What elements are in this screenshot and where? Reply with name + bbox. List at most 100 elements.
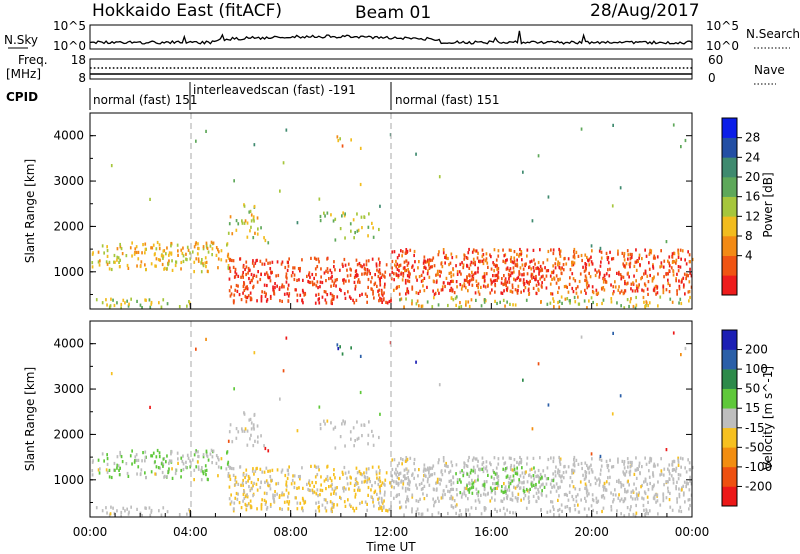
radar-cell [226,254,229,258]
radar-cell [565,492,567,496]
radar-cell [535,491,538,495]
radar-cell [610,283,612,287]
radar-cell [511,283,514,287]
radar-cell [437,511,440,515]
radar-cell [144,247,147,251]
radar-cell [243,496,246,500]
radar-cell [514,471,517,475]
radar-cell [367,277,370,282]
radar-cell [645,462,648,466]
radar-cell [108,267,111,271]
radar-cell [166,510,169,514]
radar-cell [434,499,437,503]
radar-cell [353,483,356,487]
radar-cell [162,457,165,461]
radar-cell [372,443,375,447]
radar-cell [235,427,238,431]
radar-cell [394,471,396,475]
radar-cell [644,269,647,273]
radar-cell [555,465,557,469]
radar-cell [662,493,665,497]
radar-cell [321,295,324,299]
radar-cell [396,285,399,289]
radar-cell [607,464,610,468]
radar-cell [429,473,432,477]
radar-cell [640,277,642,281]
radar-cell [245,265,248,269]
radar-cell [263,491,266,495]
radar-cell [493,456,496,460]
radar-cell [359,354,362,358]
radar-cell [394,263,396,267]
radar-cell [468,304,471,309]
radar-cell [450,496,453,500]
radar-cell [320,275,322,279]
radar-cell [590,468,593,472]
radar-cell [311,280,314,284]
radar-cell [483,486,486,490]
radar-cell [379,204,381,208]
radar-cell [644,479,647,483]
radar-cell [189,465,192,469]
radar-cell [91,261,94,265]
radar-cell [638,283,640,287]
radar-cell [200,469,202,473]
radar-cell [504,485,507,489]
radar-cell [228,474,231,478]
radar-cell [643,490,646,494]
radar-cell [353,236,355,240]
radar-cell [250,433,252,437]
radar-cell [677,269,680,273]
radar-cell [324,498,327,502]
radar-cell [509,482,512,486]
radar-cell [662,473,665,477]
radar-cell [308,481,310,485]
radar-cell [333,260,335,264]
radar-cell [230,285,232,289]
radar-cell [355,466,358,470]
radar-cell [156,240,159,245]
radar-cell [350,437,352,441]
radar-cell [489,291,492,295]
radar-cell [440,470,443,474]
radar-cell [378,268,381,272]
radar-cell [633,472,636,476]
radar-cell [542,482,544,486]
radar-cell [248,268,250,273]
radar-cell [426,480,429,484]
radar-cell [148,506,151,510]
radar-cell [114,468,116,472]
radar-cell [260,226,262,230]
radar-cell [546,466,549,470]
radar-cell [396,256,399,260]
radar-cell [275,274,277,278]
radar-cell [303,293,306,297]
radar-cell [681,488,683,492]
radar-cell [641,483,643,488]
radar-cell [588,284,590,288]
radar-cell [537,474,539,479]
radar-cell [623,472,626,476]
radar-cell [269,469,271,473]
radar-cell [317,506,320,510]
radar-cell [624,282,626,286]
radar-cell [555,489,558,493]
radar-cell [549,301,552,305]
radar-cell [286,268,289,272]
radar-cell [247,266,250,271]
radar-cell [108,468,111,472]
radar-cell [360,423,363,427]
radar-cell [681,278,683,282]
radar-cell [676,500,678,504]
radar-cell [441,496,444,500]
radar-cell [622,470,625,474]
radar-cell [528,490,530,494]
radar-cell [299,474,301,479]
radar-cell [205,337,207,341]
radar-cell [636,494,638,499]
radar-cell [234,267,237,271]
radar-cell [381,290,383,294]
radar-cell [128,510,130,514]
radar-cell [256,216,259,220]
